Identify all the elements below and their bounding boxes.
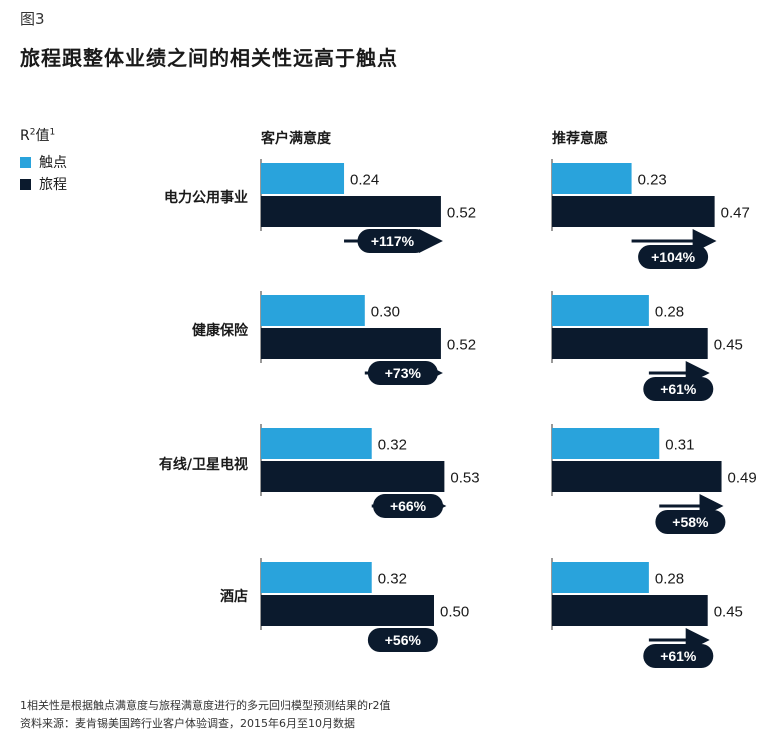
panel0-row2-change-pill	[373, 494, 444, 518]
legend-swatch-touchpoint	[20, 156, 31, 168]
panel1-row0-change-pill	[638, 245, 709, 269]
panel0-row0-journey-label: 0.52	[447, 205, 476, 222]
panel0-row2-journey-label: 0.53	[450, 470, 479, 487]
footnotes: 1相关性是根据触点满意度与旅程满意度进行的多元回归模型预测结果的r2值 资料来源…	[20, 697, 391, 733]
row-label-utility: 电力公用事业	[164, 190, 248, 206]
panel1-row2-journey-bar	[552, 461, 722, 492]
row-label-health-insurance: 健康保险	[192, 323, 248, 339]
panel1-row1-touchpoint-bar	[552, 295, 649, 326]
panel0-row2-touchpoint-bar	[261, 428, 372, 459]
panel1-row0-journey-bar	[552, 196, 715, 227]
panel1-row1-journey-bar	[552, 328, 708, 359]
panel0-row3-touchpoint-label: 0.32	[378, 571, 407, 588]
chart-title: 旅程跟整体业绩之间的相关性远高于触点	[20, 46, 398, 70]
legend-title-sup: 2	[29, 127, 36, 138]
panel1-row2-touchpoint-bar	[552, 428, 660, 459]
panel0-row3-journey-label: 0.50	[440, 604, 469, 621]
panel1-row3-journey-bar	[552, 595, 708, 626]
figure-label: 图3	[20, 10, 45, 28]
legend-title-footnote: 1	[49, 127, 56, 138]
source-note: 资料来源：麦肯锡美国跨行业客户体验调查，2015年6月至10月数据	[20, 717, 355, 730]
panel0-row3-touchpoint-bar	[261, 562, 372, 593]
panel1-row0-journey-label: 0.47	[721, 205, 750, 222]
legend-title: R2值1	[20, 125, 67, 145]
legend-swatch-journey	[20, 178, 31, 190]
legend: R2值1 触点 旅程	[20, 125, 67, 195]
panel1-row1-change-label: +61%	[660, 381, 697, 397]
panel1-row2-touchpoint-label: 0.31	[665, 437, 694, 454]
panel-title-satisfaction: 客户满意度	[261, 131, 331, 147]
panel1-row2-change-pill	[655, 510, 726, 534]
panel0-row3-change-label: +56%	[385, 632, 422, 648]
panel1-row2-change-label: +58%	[672, 514, 709, 530]
panel1-row0-touchpoint-bar	[552, 163, 632, 194]
panel1-row3-journey-label: 0.45	[714, 604, 743, 621]
panel0-row3-journey-bar	[261, 595, 434, 626]
legend-title-r: R	[20, 128, 30, 144]
panel1-row1-change-pill	[643, 377, 714, 401]
panel0-row1-touchpoint-bar	[261, 295, 365, 326]
panel0-row2-journey-bar	[261, 461, 445, 492]
panel0-row3-change-pill	[367, 628, 438, 652]
panel0-row0-touchpoint-bar	[261, 163, 345, 194]
panel1-row3-touchpoint-label: 0.28	[655, 571, 684, 588]
panel1-row0-touchpoint-label: 0.23	[638, 172, 667, 189]
panel1-row3-change-label: +61%	[660, 648, 697, 664]
legend-label-touchpoint: 触点	[39, 155, 67, 171]
panel1-row3-touchpoint-bar	[552, 562, 649, 593]
panel1-row2-journey-label: 0.49	[728, 470, 757, 487]
panel1-row0-change-label: +104%	[651, 249, 696, 265]
panel0-row2-touchpoint-label: 0.32	[378, 437, 407, 454]
legend-label-journey: 旅程	[39, 177, 67, 193]
panel-title-recommend: 推荐意愿	[552, 131, 608, 147]
panel1-row3-change-pill	[643, 644, 714, 668]
panel0-row1-touchpoint-label: 0.30	[371, 304, 400, 321]
panel1-row1-journey-label: 0.45	[714, 337, 743, 354]
panel0-row1-journey-bar	[261, 328, 441, 359]
footnote-1: 1相关性是根据触点满意度与旅程满意度进行的多元回归模型预测结果的r2值	[20, 699, 391, 712]
panel0-row0-touchpoint-label: 0.24	[350, 172, 379, 189]
panel0-row2-change-label: +66%	[390, 498, 427, 514]
panel0-row1-change-label: +73%	[385, 365, 422, 381]
row-label-hotel: 酒店	[220, 589, 248, 605]
panel0-row0-journey-bar	[261, 196, 441, 227]
panel0-row1-change-pill	[367, 361, 438, 385]
bar-chart: 0.24 0.52 +117% 0.30 0.52 +73% 0.32 0.53 +66% 0.3…	[260, 159, 757, 668]
legend-item-journey: 旅程	[20, 173, 67, 195]
row-label-cable-tv: 有线/卫星电视	[158, 457, 248, 473]
panel0-row1-journey-label: 0.52	[447, 337, 476, 354]
legend-title-suffix: 值	[35, 128, 50, 144]
legend-item-touchpoint: 触点	[20, 151, 67, 173]
panel0-row0-change-label: +117%	[371, 233, 415, 249]
panel1-row1-touchpoint-label: 0.28	[655, 304, 684, 321]
panel0-row0-change-pill	[357, 229, 428, 253]
